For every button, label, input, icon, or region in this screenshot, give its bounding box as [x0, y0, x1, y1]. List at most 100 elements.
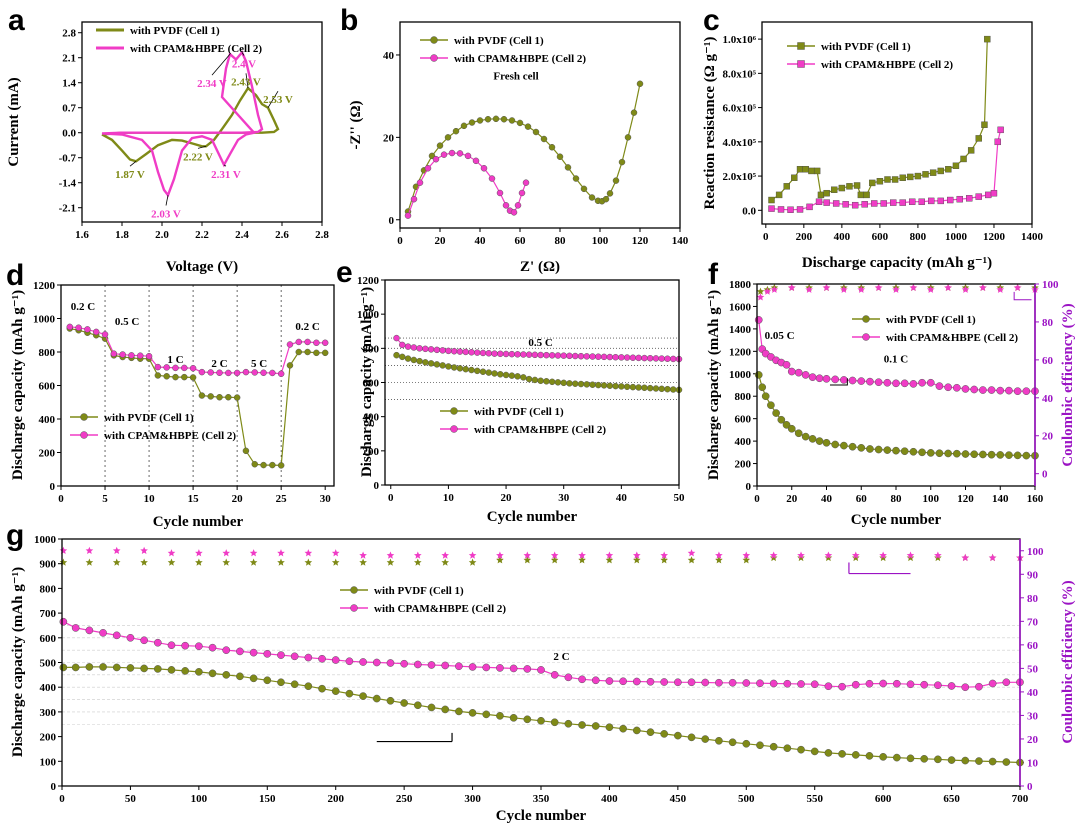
data-point — [491, 370, 498, 377]
data-point — [554, 352, 562, 359]
y-axis-title: Reaction resistance (Ω g⁻¹) — [702, 37, 718, 210]
data-point — [769, 551, 778, 559]
data-point — [66, 323, 74, 331]
x-tick-label: 200 — [327, 793, 344, 805]
data-point — [892, 446, 900, 455]
y-tick-label: 40 — [383, 50, 395, 62]
data-point — [605, 723, 614, 732]
data-point — [290, 652, 299, 661]
panel-letter-e: e — [336, 256, 353, 289]
x-tick-label: 100 — [923, 493, 940, 505]
data-point — [906, 551, 915, 559]
data-point — [566, 380, 573, 387]
data-point — [852, 551, 860, 559]
x-tick-label: 80 — [891, 493, 903, 505]
data-point — [550, 556, 559, 564]
data-point — [532, 128, 540, 136]
data-point — [163, 373, 170, 380]
data-point — [163, 364, 170, 371]
series-line — [101, 86, 280, 163]
data-point — [669, 355, 677, 363]
data-point — [523, 665, 532, 673]
data-point — [577, 380, 585, 388]
data-point — [879, 753, 887, 761]
x-axis-title: Voltage (V) — [166, 259, 238, 275]
data-point — [181, 667, 190, 675]
x-tick-label: 40 — [616, 492, 628, 504]
data-point — [961, 553, 970, 562]
x-tick-label: 550 — [806, 793, 823, 805]
y2-axis-title: Coulombic efficiency (%) — [1060, 303, 1076, 466]
data-point — [646, 354, 654, 362]
data-point — [518, 189, 526, 197]
data-point — [842, 201, 849, 208]
series-c-0 — [768, 35, 991, 204]
x-tick-label: 50 — [674, 492, 686, 504]
legend-label: with CPAM&HBPE (Cell 2) — [104, 430, 236, 442]
data-point — [758, 383, 767, 392]
data-point — [658, 385, 665, 393]
data-point — [742, 556, 751, 564]
data-point — [523, 715, 532, 724]
series-g-3 — [59, 546, 1024, 562]
data-point — [922, 171, 929, 178]
data-point — [1002, 678, 1011, 687]
x-tick-label: 2.8 — [315, 229, 329, 241]
x-tick-label: 300 — [464, 793, 481, 805]
data-point — [641, 354, 648, 362]
x-tick-label: 250 — [396, 793, 413, 805]
data-point — [128, 352, 135, 359]
data-point — [761, 392, 770, 401]
data-point — [619, 677, 627, 686]
data-point — [520, 351, 527, 358]
x-tick-label: 2.6 — [275, 229, 289, 241]
data-point — [1022, 387, 1031, 396]
peak-label: 1.87 V — [115, 169, 145, 181]
data-point — [935, 449, 944, 458]
data-point — [399, 353, 406, 361]
data-point — [304, 682, 313, 691]
data-point — [612, 177, 620, 184]
data-point — [502, 371, 510, 379]
data-point — [153, 638, 162, 647]
y-tick-label: 0 — [746, 481, 752, 493]
data-point — [900, 379, 909, 388]
data-point — [822, 438, 831, 447]
data-point — [687, 549, 696, 557]
data-point — [222, 558, 230, 566]
data-point — [496, 189, 504, 197]
data-point — [372, 694, 381, 703]
y-tick-label: 4.0x10⁵ — [722, 137, 756, 149]
data-point — [879, 553, 887, 562]
data-point — [701, 735, 710, 743]
data-point — [225, 369, 232, 377]
data-point — [633, 556, 641, 564]
data-point — [331, 558, 340, 566]
rate-label: 0.5 C — [115, 316, 140, 328]
data-point — [482, 710, 491, 719]
data-point — [207, 393, 214, 400]
x-tick-label: 2.0 — [155, 229, 169, 241]
data-point — [455, 707, 463, 716]
data-point — [304, 338, 311, 346]
data-point — [787, 424, 796, 433]
data-point — [952, 162, 960, 169]
data-point — [126, 633, 135, 642]
data-point — [441, 661, 450, 670]
data-point — [987, 450, 996, 459]
data-point — [550, 671, 559, 679]
y2-tick-label: 50 — [1027, 663, 1039, 675]
legend-a: with PVDF (Cell 1) with CPAM&HBPE (Cell 2… — [96, 25, 262, 55]
y-tick-label: 200 — [363, 446, 380, 458]
data-point — [260, 461, 267, 469]
data-point — [928, 197, 935, 205]
data-point — [861, 201, 868, 208]
y-tick-label: 200 — [735, 459, 752, 471]
legend-marker — [430, 36, 438, 44]
data-point — [810, 747, 819, 756]
x-tick-label: 200 — [796, 231, 813, 243]
legend-marker — [862, 315, 870, 323]
data-point — [770, 285, 779, 293]
data-point — [560, 352, 567, 359]
data-point — [195, 642, 203, 651]
